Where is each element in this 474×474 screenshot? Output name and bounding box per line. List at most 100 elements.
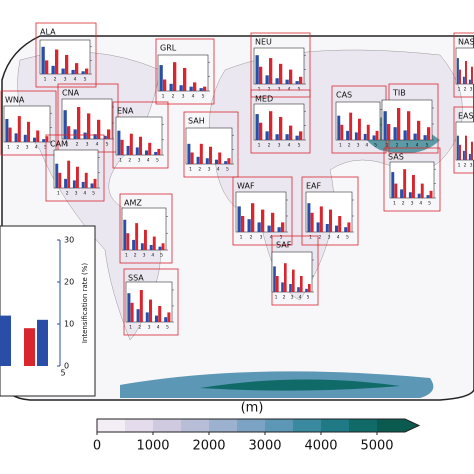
region-box [119, 193, 173, 264]
mini-bar [51, 65, 55, 74]
mini-bar [187, 143, 191, 164]
mini-x-tick-label: 1 [7, 145, 10, 151]
mini-bar [152, 236, 156, 250]
mini-x-tick-label: 2 [16, 145, 19, 151]
mini-bar [403, 130, 407, 140]
mini-x-tick-label: 2 [76, 142, 79, 148]
mini-bar [383, 111, 387, 140]
mini-x-tick-label: 1 [119, 158, 122, 164]
mini-bar [284, 263, 287, 292]
region-box [155, 38, 215, 105]
mini-bar [471, 141, 473, 160]
mini-bar [340, 124, 344, 140]
colorbar-extend [405, 419, 419, 432]
mini-bar [276, 276, 279, 292]
mini-bar [42, 139, 46, 142]
mini-bar [456, 58, 459, 84]
mini-bar [205, 158, 209, 164]
mini-bar [63, 110, 67, 139]
mini-bar [135, 223, 139, 250]
mini-x-tick-label: 2 [138, 325, 141, 331]
region-label: ENA [117, 107, 134, 116]
mini-x-tick-label: 2 [268, 87, 271, 93]
mini-bar [338, 216, 342, 232]
mini-x-tick-label: 2 [348, 143, 351, 149]
colorbar-segment [153, 419, 182, 432]
mini-x-tick-label: 1 [44, 77, 47, 83]
mini-bar [471, 66, 473, 84]
mini-bar [417, 193, 421, 198]
mini-bar [149, 244, 153, 250]
mini-x-tick-label: 2 [268, 143, 271, 149]
mini-x-tick-label: 1 [458, 163, 461, 169]
mini-bar [397, 108, 401, 140]
mini-bar [76, 166, 79, 188]
region-label: SAF [276, 241, 292, 250]
mini-x-tick-label: 3 [26, 145, 29, 151]
mini-bar [45, 136, 49, 142]
mini-bar [140, 243, 144, 250]
mini-x-tick-label: 1 [129, 325, 132, 331]
mini-x-tick-label: 1 [57, 191, 60, 197]
mini-x-tick-label: 5 [298, 143, 301, 149]
inset-y-tick-label: 30 [64, 236, 74, 245]
region-box [35, 22, 97, 88]
mini-bar [65, 54, 69, 74]
mini-bar [173, 62, 177, 91]
mini-bar [107, 129, 111, 139]
mini-x-tick-label: 4 [419, 201, 422, 207]
mini-bar [265, 75, 269, 84]
region-box [232, 176, 293, 246]
mini-bar [169, 83, 173, 91]
mini-x-tick-label: 5 [92, 191, 95, 197]
mini-bar [218, 152, 222, 164]
mini-bar [289, 69, 293, 84]
mini-bar [8, 127, 12, 142]
colorbar-segment [181, 419, 210, 432]
mini-x-tick-label: 3 [470, 87, 473, 93]
mini-bar [465, 60, 467, 84]
mini-x-tick-label: 5 [426, 143, 429, 149]
mini-bar [189, 86, 193, 91]
mini-bar [400, 189, 404, 198]
mini-bar [347, 222, 351, 232]
mini-x-tick-label: 2 [396, 143, 399, 149]
mini-bar [393, 127, 397, 140]
inset-panel [0, 225, 96, 397]
mini-bar [17, 116, 21, 142]
mini-bar [255, 114, 259, 140]
mini-bar [346, 130, 350, 140]
mini-bar [307, 203, 311, 232]
mini-bar [167, 312, 171, 322]
mini-bar [75, 63, 79, 74]
region-label: SAS [388, 153, 404, 162]
region-label: WNA [5, 96, 25, 105]
mini-x-tick-label: 1 [66, 142, 69, 148]
mini-bar [90, 183, 94, 188]
mini-bar [36, 130, 40, 142]
mini-x-tick-label: 5 [156, 158, 159, 164]
mini-bar [154, 315, 159, 322]
mini-bar [316, 222, 320, 232]
antarctica-high [200, 379, 400, 391]
colorbar-segment [125, 419, 154, 432]
colorbar-segment [377, 419, 406, 432]
mini-bar [349, 112, 353, 140]
mini-x-tick-label: 3 [278, 143, 281, 149]
mini-x-tick-label: 3 [148, 325, 151, 331]
mini-x-tick-label: 2 [172, 94, 175, 100]
mini-bar [144, 229, 147, 250]
mini-bar [261, 209, 265, 232]
inset-bar [0, 315, 11, 366]
mini-bar [130, 302, 134, 322]
mini-bar [289, 125, 293, 140]
mini-bar [159, 65, 163, 91]
mini-bar [279, 63, 283, 84]
mini-bar [136, 309, 140, 322]
region-box [183, 111, 239, 178]
inset-bar [24, 328, 35, 366]
mini-bar [456, 135, 459, 160]
mini-bar [154, 151, 158, 155]
region-label: CNA [62, 89, 80, 98]
mini-bar [462, 76, 465, 84]
